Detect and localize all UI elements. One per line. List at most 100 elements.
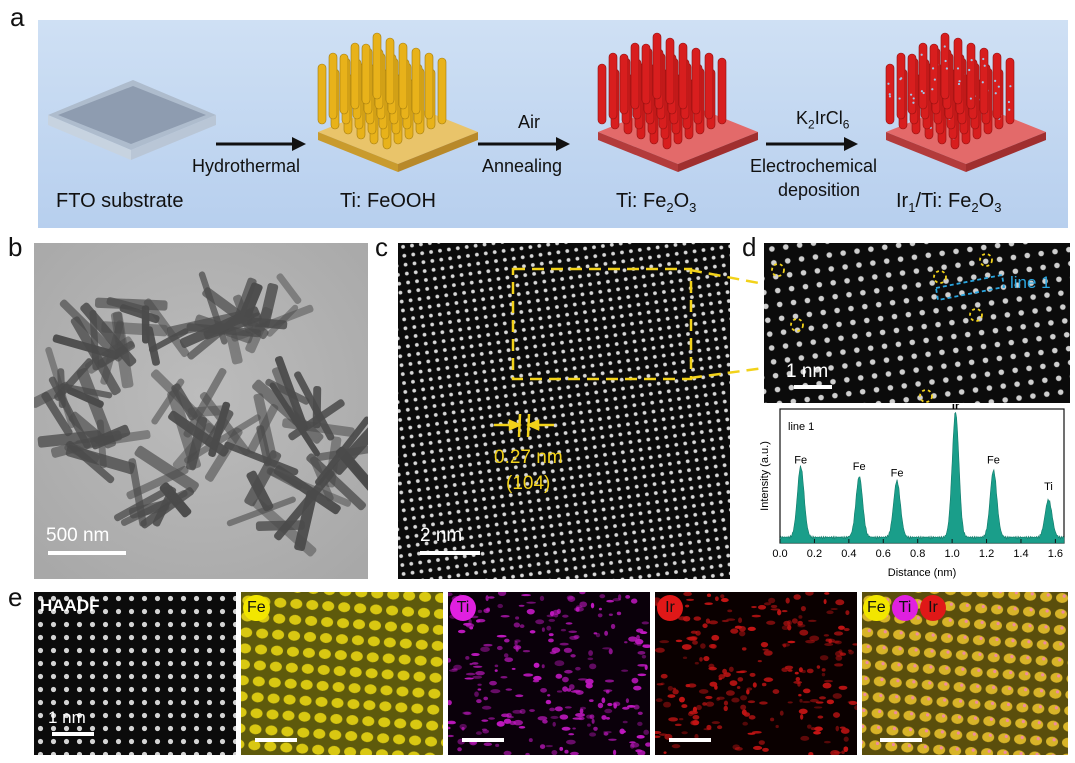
tem-nanorod [266,467,303,490]
signal-spot [522,649,531,653]
signal-spot [637,721,643,726]
signal-spot [704,602,713,606]
tem-nanorod [288,399,345,441]
ir-signal [655,592,857,755]
haadf-c-scale-bar [420,551,480,555]
tem-nanorod [208,401,231,458]
signal-spot [757,605,767,610]
signal-spot [585,678,594,685]
ir-atom-dot [994,92,997,95]
signal-spot [554,706,563,712]
signal-spot [770,717,775,722]
nanorod [665,37,675,105]
signal-spot [787,701,793,704]
signal-spot [570,751,579,755]
signal-spot [563,647,573,653]
signal-spot [740,695,748,701]
signal-spot [798,667,803,673]
ir-atom-dot [912,101,915,104]
ir-atom-dot [969,97,972,100]
signal-spot [775,724,779,729]
signal-spot [747,732,756,735]
signal-spot [579,708,584,714]
signal-spot [645,742,650,747]
signal-spot [832,712,841,718]
signal-spot [464,677,474,680]
zoom-connector-lines [690,268,765,380]
signal-spot [813,730,821,735]
signal-spot [462,711,471,715]
signal-spot [448,658,452,663]
signal-spot [471,652,480,657]
signal-spot [451,668,458,671]
signal-spot [503,653,509,658]
signal-spot [675,639,683,643]
signal-spot [815,701,824,704]
tem-nanorod [172,422,216,471]
signal-spot [694,661,699,665]
signal-spot [782,643,787,648]
signal-spot [655,698,663,703]
signal-spot [847,700,856,704]
signal-spot [559,714,569,720]
signal-spot [681,731,688,735]
signal-spot [577,678,588,681]
signal-spot [735,670,746,674]
ir-atom-dot [933,78,936,81]
feooh-nanorods [317,32,447,150]
signal-spot [843,746,849,753]
tem-nanorod [231,304,314,342]
signal-spot [529,709,535,712]
signal-spot [663,751,667,754]
signal-spot [833,751,842,754]
signal-spot [448,726,451,730]
signal-spot [693,616,702,621]
tem-nanorods-illustration [34,243,368,579]
signal-spot [747,626,756,631]
signal-spot [823,740,831,744]
signal-spot [726,618,736,621]
signal-spot [459,723,467,730]
signal-spot [848,700,857,705]
ir-badge: Ir [657,595,683,621]
haadf-lattice-panel: 0.27 nm (104) 2 nm [398,243,730,579]
signal-spot [625,594,631,599]
nanorod [953,37,963,105]
signal-spot [748,715,756,720]
signal-spot [734,625,743,629]
signal-spot [633,685,642,691]
signal-spot [798,615,803,619]
tem-nanorod [225,328,243,365]
arrow-label-electrochemical: Electrochemical [750,156,878,176]
signal-spot [551,749,558,755]
tem-nanorod [76,367,117,449]
signal-spot [667,694,676,698]
signal-spot [834,663,844,667]
signal-spot [700,643,706,649]
map-ir: Ir [655,592,857,755]
tem-nanorod [255,520,305,531]
signal-spot [785,597,790,604]
signal-spot [541,627,545,632]
signal-spot [734,746,743,751]
signal-spot [854,705,857,711]
signal-spot [556,690,563,693]
signal-spot [716,696,725,700]
signal-spot [720,594,725,599]
signal-spot [548,638,554,643]
signal-spot [741,647,747,651]
signal-spot [751,605,757,609]
signal-spot [838,625,845,630]
nanorod [929,43,939,105]
map-fe: Fe [241,592,443,755]
signal-spot [690,720,699,726]
signal-spot [685,604,690,608]
signal-spot [588,699,594,703]
tem-nanorod [294,371,335,441]
ir-atom-dot [898,97,901,100]
signal-spot [826,699,835,705]
signal-spot [743,712,751,717]
signal-spot [612,749,617,755]
signal-spot [692,714,700,720]
fe-badge: Fe [243,595,270,621]
